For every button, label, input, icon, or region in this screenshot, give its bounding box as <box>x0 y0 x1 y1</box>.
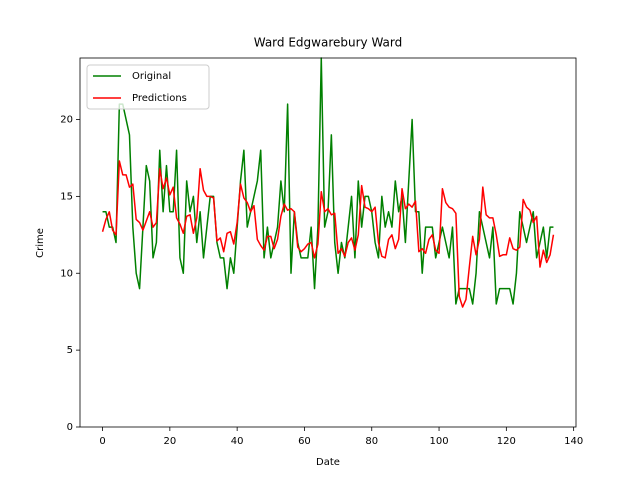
x-tick-label: 140 <box>564 436 583 447</box>
y-tick-label: 5 <box>67 345 73 356</box>
y-axis-label: Crime <box>35 228 46 258</box>
legend-label: Original <box>132 71 171 82</box>
x-tick-label: 100 <box>429 436 448 447</box>
data-line <box>101 160 555 308</box>
y-tick-label: 20 <box>60 115 73 126</box>
x-tick-label: 40 <box>231 436 244 447</box>
x-tick-label: 60 <box>298 436 311 447</box>
x-tick-label: 0 <box>99 436 105 447</box>
y-tick-label: 0 <box>67 422 73 433</box>
x-axis-label: Date <box>316 457 340 468</box>
chart-title: Ward Edgwarebury Ward <box>254 36 403 50</box>
y-tick-label: 10 <box>60 268 73 279</box>
x-tick-label: 120 <box>497 436 516 447</box>
x-tick-label: 20 <box>163 436 176 447</box>
plot-frame <box>79 57 577 428</box>
x-tick-label: 80 <box>365 436 378 447</box>
y-tick-label: 15 <box>60 191 73 202</box>
data-line <box>102 57 554 305</box>
legend-label: Predictions <box>132 93 187 104</box>
